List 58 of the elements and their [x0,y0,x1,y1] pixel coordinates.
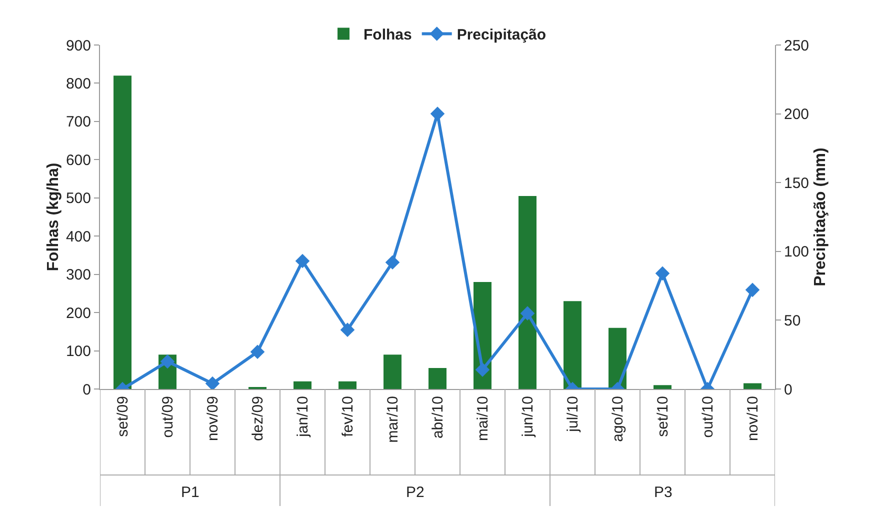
y-tick-label: 400 [66,228,91,246]
point [430,106,445,121]
y-tick-label: 900 [66,37,91,54]
x-tick-label: jun/10 [519,396,536,438]
legend-label: Precipitação [456,26,546,44]
y-tick-label: 500 [66,190,91,208]
y-tick-label: 800 [66,75,91,92]
bar [294,381,312,389]
bar [518,196,536,389]
bar [114,76,132,389]
point [520,306,535,320]
y2-tick-label: 150 [784,174,810,192]
x-tick-label: out/10 [699,396,716,438]
text: P1 [181,484,200,501]
point [655,266,670,281]
y-tick-label: 100 [66,343,91,360]
point [295,254,310,268]
x-tick-label: mai/10 [474,396,492,442]
y-tick-label: 200 [66,304,91,322]
y-tick-label: 300 [66,266,91,284]
y-tick-label: 0 [82,381,91,398]
point [160,354,175,369]
y2-tick-label: 250 [784,37,810,54]
point [385,255,400,270]
y-tick-label: 700 [66,114,91,131]
y2-tick-label: 50 [784,312,801,330]
bar [744,383,762,389]
x-tick-label: dez/09 [249,396,266,442]
x-tick-label: ago/10 [609,396,626,442]
x-tick-label: set/10 [654,396,672,437]
x-tick-label: abr/10 [429,396,446,439]
text: P3 [654,484,672,501]
x-tick-label: nov/09 [204,396,222,442]
point [205,376,220,389]
text: P2 [406,484,424,501]
point [340,322,355,337]
y2-axis-title: Precipitação (mm) [812,148,829,286]
point [250,344,265,359]
y2-tick-label: 0 [784,381,792,398]
point [475,362,490,377]
y-axis-title: Folhas (kg/ha) [45,162,62,272]
x-tick-label: jul/10 [564,396,582,433]
point [745,282,760,298]
y-tick-label: 600 [66,152,91,169]
x-tick-label: nov/10 [744,396,762,442]
y2-tick-label: 200 [784,106,810,124]
x-tick-label: fev/10 [339,396,356,437]
x-tick-label: mar/10 [384,396,402,443]
bar [654,385,672,389]
bar [564,301,582,389]
x-tick-label: jan/10 [294,396,312,438]
y2-tick-label: 100 [784,244,810,261]
bar [384,354,402,389]
legend-label: Folhas [364,26,412,44]
bar [338,381,356,389]
x-tick-label: set/09 [114,396,132,437]
bar [428,368,446,389]
x-tick-label: out/09 [159,396,176,438]
